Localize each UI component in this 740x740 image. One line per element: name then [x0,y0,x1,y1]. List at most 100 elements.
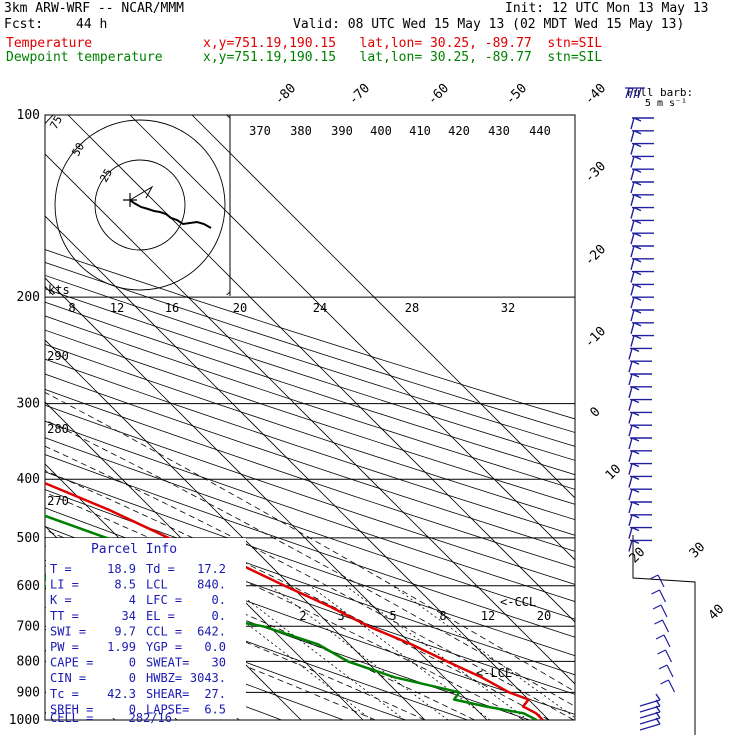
isotherm-label: -40 [582,81,609,108]
dry-adiabat-line [45,454,575,638]
wind-barb [651,589,667,603]
mixing-ratio-line [228,585,405,720]
wind-barb [628,488,652,501]
wind-barb [652,604,668,618]
forecast-label: Fcst: [4,17,44,32]
parcel-row-label: CIN = [50,671,86,685]
theta-side-label: 290 [47,349,69,363]
dry-adiabat-line [45,358,575,536]
isotherm-label: -10 [582,324,609,351]
theta-label: 420 [448,124,470,138]
speed-tick-label: 16 [165,301,179,315]
moist-adiabat-line [45,492,525,720]
parcel-row-label: T = [50,562,72,576]
init-time: Init: 12 UTC Mon 13 May 13 [505,1,709,16]
parcel-row-value: 17.2 [197,562,226,576]
isotherm-label: 10 [603,462,625,484]
ccl-annotation: <-CCL [500,595,536,609]
parcel-row-label: HWBZ= [146,671,182,685]
parcel-row-label: SHEAR= [146,687,189,701]
temperature-location: x,y=751.19,190.15 lat,lon= 30.25, -89.77… [203,36,603,51]
speed-tick-label: 20 [233,301,247,315]
wind-barb [628,360,652,373]
mixing-ratio-label: 5 [389,609,396,623]
pressure-label: 400 [17,472,40,487]
model-title: 3km ARW-WRF -- NCAR/MMM [4,1,185,16]
pressure-label: 200 [17,290,40,305]
wind-barb [630,142,654,155]
wind-barb [654,619,670,633]
parcel-row-label: PW = [50,640,79,654]
isotherm-label: -80 [272,81,299,108]
sounding-header: 3km ARW-WRF -- NCAR/MMM Init: 12 UTC Mon… [0,0,740,70]
wind-barb [658,664,674,678]
wind-barb [630,168,654,181]
wind-barb [630,283,654,296]
wind-barb [630,322,654,334]
dry-adiabat-line [45,606,345,720]
parcel-row-value: 0. [212,609,226,623]
mixing-ratio-line [197,585,373,720]
parcel-panel-background [46,538,246,718]
dry-adiabat-line [45,315,575,490]
dry-adiabat-line [45,585,407,720]
parcel-row-value: 6.5 [204,702,226,716]
wind-barb [630,245,654,258]
parcel-row-label: EL = [146,609,175,623]
wind-barb [630,309,654,322]
hodograph-ring [54,119,226,291]
speed-tick-label: 28 [405,301,419,315]
parcel-cell-value: 282/16 [129,711,172,725]
wind-barb [628,475,652,488]
isotherm-label: 0 [587,404,603,420]
barb-area-border [632,535,696,735]
moist-adiabat-line [45,470,550,720]
wind-barb [628,411,652,424]
forecast-hour: 44 h [76,17,108,32]
isotherm-label: 30 [687,540,709,562]
moist-adiabat-line [45,419,575,707]
parcel-row-label: LCL [146,578,168,592]
parcel-row-label: Td = [146,562,175,576]
isotherm-line [45,401,364,720]
wind-barb [628,347,652,360]
wind-barb [630,194,654,206]
speed-tick-label: 12 [110,301,124,315]
theta-label: 400 [370,124,392,138]
parcel-row-label: CAPE = [50,656,93,670]
parcel-row-label: YGP = [146,640,182,654]
parcel-row-value: 27. [204,687,226,701]
wind-barb [630,206,654,219]
theta-label: 440 [529,124,551,138]
parcel-cell-label: CELL = [50,711,93,725]
wind-barb [630,181,654,194]
dewpoint-profile [45,514,538,720]
temperature-profile [45,481,544,720]
dry-adiabat-line [45,404,575,585]
parcel-row-label: SWI = [50,624,86,638]
wind-barb [628,398,652,411]
wind-barb [630,232,654,245]
isotherm-label: 40 [706,602,728,624]
wind-barb [628,462,652,475]
wind-barb [660,679,676,693]
pressure-label: 100 [17,108,40,123]
wind-barb [628,386,652,398]
pressure-label: 700 [17,619,40,634]
mixing-ratio-label: 12 [481,609,495,623]
wind-barb [628,373,652,386]
hodograph [45,115,230,295]
pressure-label: 900 [17,685,40,700]
isotherm-line [45,277,488,720]
wind-barb [628,526,652,539]
parcel-info-title: Parcel Info [91,542,177,557]
wind-barb [628,539,652,552]
wind-barb [628,437,652,450]
parcel-row-value: 18.9 [107,562,136,576]
wind-barb [639,717,661,731]
mixing-ratio-line [269,585,449,720]
wind-barb [655,634,671,648]
dry-adiabat-line [45,288,575,461]
wind-barb [630,296,654,309]
